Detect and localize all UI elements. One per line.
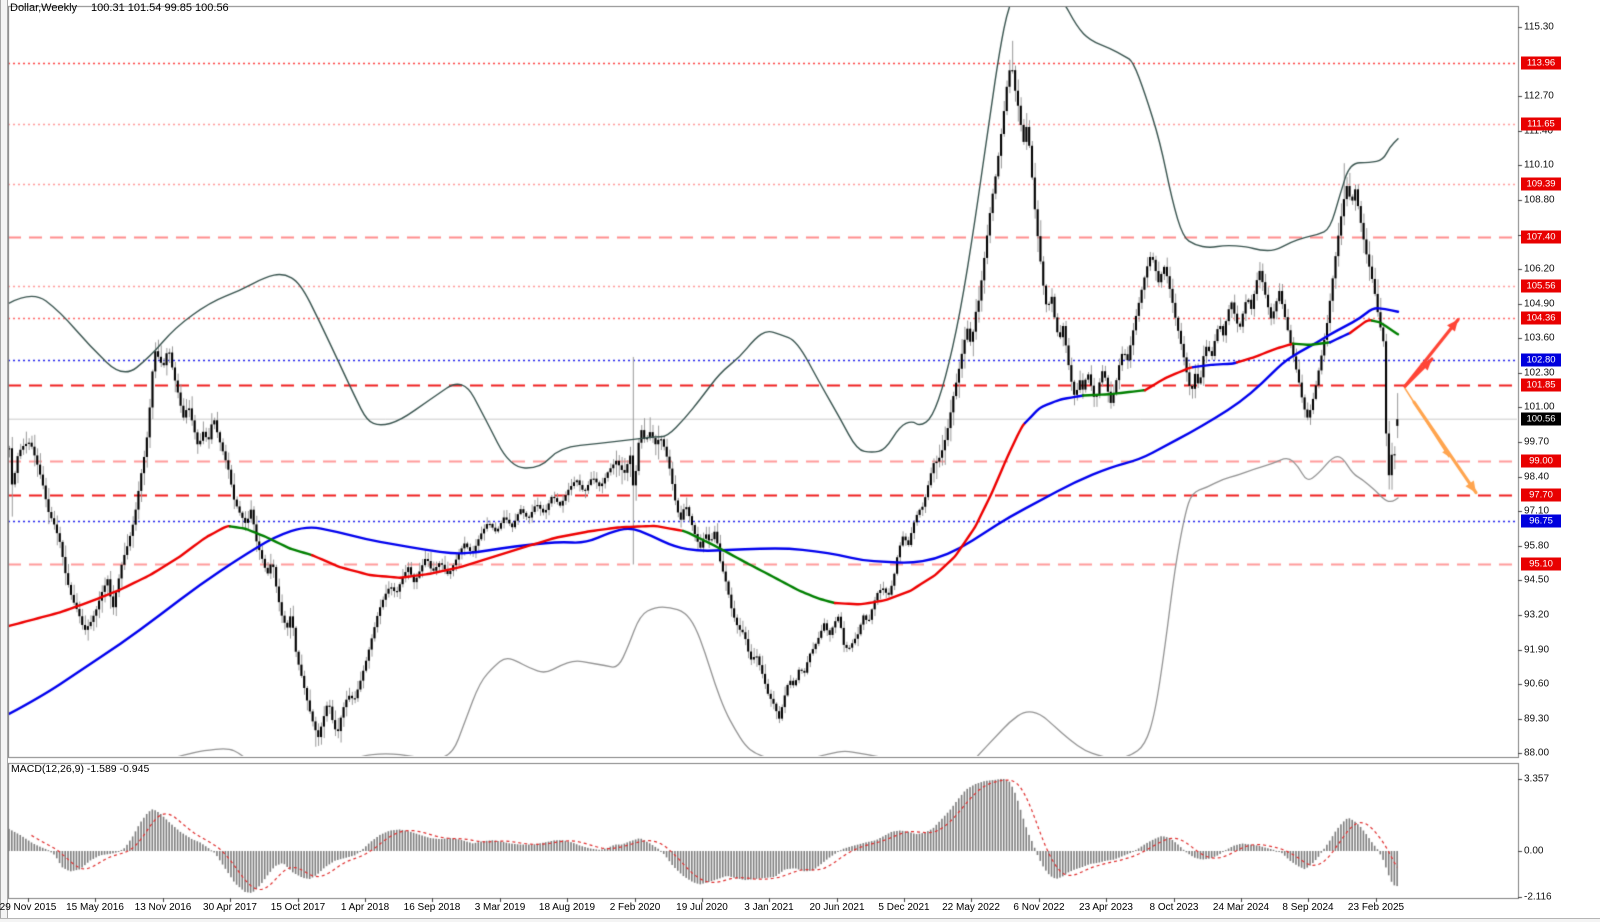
price-axis-label: 115.30 [1524,21,1554,33]
price-axis-label: 91.90 [1524,644,1550,656]
price-axis-label: 99.70 [1524,436,1550,448]
date-axis-label: 3 Mar 2019 [474,902,526,913]
date-axis-label: 13 Nov 2016 [134,902,192,913]
date-axis-label: 8 Oct 2023 [1149,902,1199,913]
price-level-badge: 99.00 [1521,454,1561,468]
macd-indicator-label: MACD(12,26,9) -1.589 -0.945 [11,763,150,775]
price-level-badge: 95.10 [1521,557,1561,571]
price-level-badge: 97.70 [1521,488,1561,502]
price-axis-label: 106.20 [1524,263,1555,275]
window-bottom-edge [0,918,1600,922]
price-axis-label: 111.40 [1524,125,1554,137]
price-level-badge: 105.56 [1521,279,1561,293]
date-axis-label: 20 Jun 2021 [809,902,865,913]
price-axis-label: 94.50 [1524,574,1550,586]
price-level-badge: 101.85 [1521,378,1561,392]
price-axis-label: 110.10 [1524,159,1554,171]
date-axis-label: 1 Apr 2018 [340,902,390,913]
date-axis-label: 29 Nov 2015 [0,902,57,913]
date-axis-label: 3 Jan 2021 [744,902,794,913]
price-level-badge: 111.65 [1521,117,1561,131]
price-level-badge: 113.96 [1521,56,1561,70]
date-axis-label: 15 Oct 2017 [270,902,326,913]
price-axis-label: 88.00 [1524,747,1550,759]
macd-axis-label: 3.357 [1524,773,1550,785]
chart-title: Dollar,Weekly 100.31 101.54 99.85 100.56 [10,2,229,14]
price-axis-label: 104.90 [1524,298,1555,310]
price-level-badge: 102.80 [1521,353,1561,367]
price-level-badge: 109.39 [1521,177,1561,191]
price-axis-label: 112.70 [1524,90,1554,102]
price-axis-label: 103.60 [1524,332,1555,344]
date-axis-label: 23 Feb 2025 [1347,902,1405,913]
macd-axis-label: -2.116 [1524,891,1552,903]
price-axis-label: 97.10 [1524,505,1550,517]
date-axis-label: 15 May 2016 [66,902,124,913]
window-left-edge [0,0,8,922]
date-axis-label: 23 Apr 2023 [1079,902,1133,913]
macd-axis-label: 0.00 [1524,845,1544,857]
date-axis-label: 24 Mar 2024 [1212,902,1270,913]
price-axis-label: 101.00 [1524,401,1555,413]
price-level-badge: 96.75 [1521,514,1561,528]
price-axis-label: 98.40 [1524,471,1550,483]
price-axis-label: 108.80 [1524,194,1555,206]
price-axis-label: 90.60 [1524,678,1550,690]
date-axis-label: 2 Feb 2020 [609,902,661,913]
date-axis-label: 18 Aug 2019 [538,902,596,913]
date-axis-label: 30 Apr 2017 [203,902,257,913]
price-level-badge: 107.40 [1521,230,1561,244]
date-axis-label: 6 Nov 2022 [1013,902,1065,913]
date-axis-label: 5 Dec 2021 [878,902,930,913]
date-axis-label: 8 Sep 2024 [1282,902,1334,913]
price-axis-label: 95.80 [1524,540,1550,552]
price-axis-label: 102.30 [1524,367,1555,379]
price-level-badge: 104.36 [1521,311,1561,325]
ohlc-values: 100.31 101.54 99.85 100.56 [91,2,229,14]
date-axis-label: 22 May 2022 [942,902,1000,913]
date-axis-label: 16 Sep 2018 [403,902,461,913]
current-price-badge: 100.56 [1521,412,1561,426]
symbol-period-label: Dollar,Weekly [10,2,78,14]
price-axis-label: 93.20 [1524,609,1550,621]
price-axis-label: 89.30 [1524,713,1550,725]
date-axis-label: 19 Jul 2020 [676,902,728,913]
